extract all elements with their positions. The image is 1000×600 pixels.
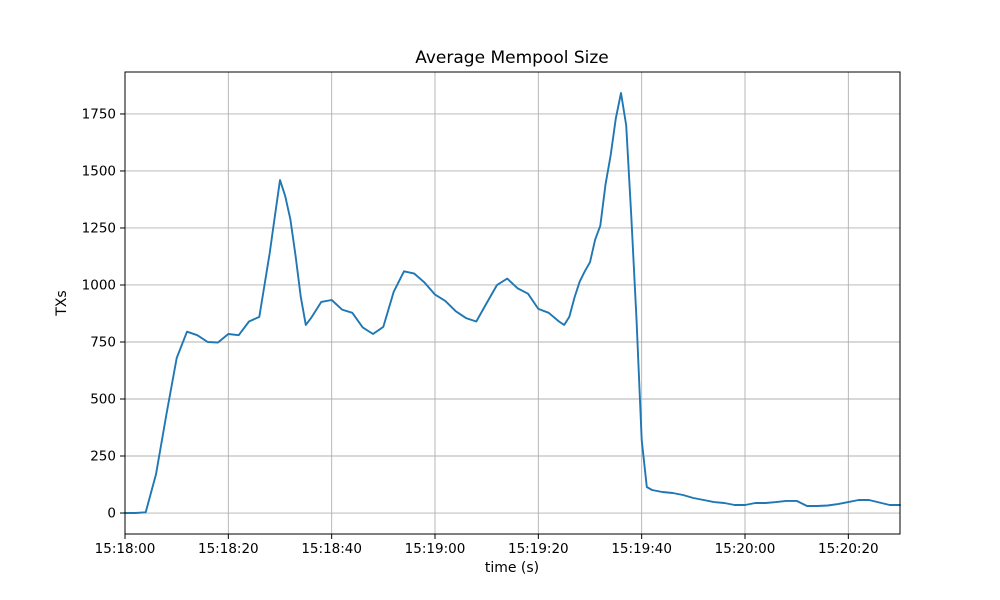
- y-tick-label: 500: [90, 392, 116, 408]
- y-tick-label: 1000: [82, 277, 116, 293]
- x-tick-label: 15:18:00: [95, 541, 156, 557]
- y-tick-label: 250: [90, 449, 116, 465]
- x-tick-label: 15:19:00: [405, 541, 466, 557]
- y-tick-label: 750: [90, 334, 116, 350]
- tick-layer: 15:18:00 15:18:20 15:18:40 15:19:00 15:19:20…: [82, 106, 879, 557]
- x-tick-label: 15:18:20: [198, 541, 259, 557]
- y-tick-label: 1500: [82, 163, 116, 179]
- x-axis-label: time (s): [485, 560, 539, 576]
- x-tick-label: 15:20:20: [818, 541, 879, 557]
- x-tick-label: 15:19:20: [508, 541, 569, 557]
- chart-title: Average Mempool Size: [415, 48, 609, 68]
- y-tick-label: 1750: [82, 106, 116, 122]
- axes-layer: [124, 71, 901, 535]
- grid-layer: [124, 72, 900, 534]
- x-tick-label: 15:19:40: [611, 541, 672, 557]
- y-axis-label: TXs: [54, 290, 70, 316]
- plot-border: [124, 71, 901, 535]
- data-line: [124, 92, 901, 514]
- x-tick-label: 15:18:40: [301, 541, 362, 557]
- y-tick-label: 0: [107, 506, 116, 522]
- line-layer: [124, 92, 901, 514]
- x-tick-label: 15:20:00: [715, 541, 776, 557]
- y-tick-label: 1250: [82, 220, 116, 236]
